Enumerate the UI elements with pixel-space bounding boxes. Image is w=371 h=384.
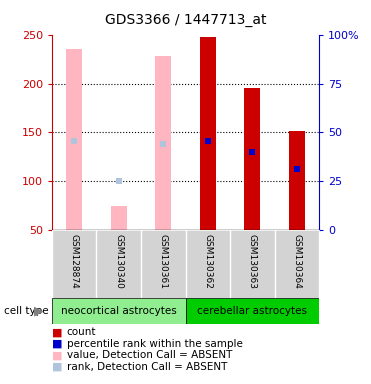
Text: GSM130362: GSM130362: [203, 234, 212, 289]
Bar: [111, 206, 127, 230]
Text: cell type: cell type: [4, 306, 48, 316]
Bar: [244, 88, 260, 230]
Text: ■: ■: [52, 339, 62, 349]
Bar: [52, 298, 186, 324]
Bar: [66, 49, 82, 230]
Bar: [289, 131, 305, 230]
Bar: [155, 56, 171, 230]
Text: ▶: ▶: [34, 305, 44, 318]
Text: GSM130363: GSM130363: [248, 234, 257, 289]
Text: GSM130364: GSM130364: [292, 234, 301, 289]
Text: GSM128874: GSM128874: [70, 234, 79, 288]
Text: GSM130361: GSM130361: [159, 234, 168, 289]
Text: ■: ■: [52, 362, 62, 372]
Bar: [186, 298, 319, 324]
Text: ■: ■: [52, 327, 62, 337]
Text: neocortical astrocytes: neocortical astrocytes: [61, 306, 177, 316]
Text: GDS3366 / 1447713_at: GDS3366 / 1447713_at: [105, 13, 266, 27]
Text: percentile rank within the sample: percentile rank within the sample: [67, 339, 243, 349]
Bar: [200, 38, 216, 230]
Text: count: count: [67, 327, 96, 337]
Text: cerebellar astrocytes: cerebellar astrocytes: [197, 306, 307, 316]
Text: GSM130340: GSM130340: [114, 234, 123, 289]
Text: ■: ■: [52, 350, 62, 360]
Text: value, Detection Call = ABSENT: value, Detection Call = ABSENT: [67, 350, 232, 360]
Text: rank, Detection Call = ABSENT: rank, Detection Call = ABSENT: [67, 362, 227, 372]
